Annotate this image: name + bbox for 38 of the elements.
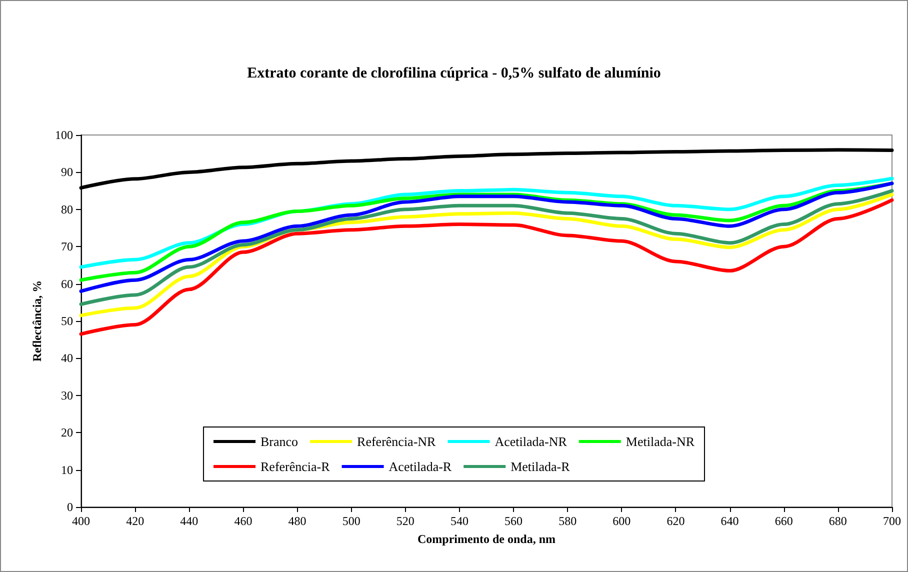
x-tick-label: 620	[666, 514, 685, 528]
y-tick-label: 10	[61, 462, 73, 477]
y-tick-label: 100	[55, 128, 73, 142]
x-tick-label: 440	[180, 514, 198, 528]
x-tick-label: 560	[504, 514, 523, 528]
y-tick-label: 30	[61, 388, 73, 402]
y-axis-title: Reflectância, %	[30, 280, 44, 362]
legend-label: Acetilada-R	[388, 459, 452, 474]
legend-label: Branco	[260, 434, 298, 449]
x-tick-label: 480	[288, 514, 306, 528]
x-tick-label: 420	[126, 514, 144, 528]
legend-label: Metilada-R	[510, 459, 570, 474]
y-tick-label: 90	[61, 165, 73, 180]
x-tick-label: 660	[774, 514, 793, 528]
y-tick-label: 80	[61, 202, 73, 216]
x-tick-label: 600	[612, 514, 631, 528]
y-tick-label: 20	[61, 426, 73, 440]
legend-label: Referência-R	[260, 459, 330, 474]
legend-label: Referência-NR	[357, 434, 436, 449]
x-tick-label: 400	[72, 514, 90, 528]
y-tick-label: 60	[61, 276, 73, 291]
legend-label: Metilada-NR	[626, 434, 695, 449]
x-tick-label: 640	[720, 514, 739, 528]
x-tick-label: 680	[828, 514, 847, 528]
y-tick-label: 0	[67, 500, 73, 514]
x-tick-label: 700	[883, 514, 901, 528]
legend-label: Acetilada-NR	[494, 434, 568, 449]
x-tick-label: 520	[396, 514, 414, 528]
y-tick-label: 40	[61, 351, 73, 366]
x-tick-label: 460	[234, 514, 252, 528]
line-series	[79, 198, 894, 336]
x-tick-label: 580	[558, 514, 577, 528]
y-tick-label: 70	[61, 240, 73, 254]
x-tick-label: 540	[450, 514, 468, 528]
y-tick-label: 50	[61, 314, 73, 328]
x-axis-title: Comprimento de onda, nm	[417, 532, 556, 546]
chart-title: Extrato corante de clorofilina cúprica - 0,5% sulfato de alumínio	[247, 66, 661, 82]
x-tick-label: 500	[342, 514, 360, 528]
